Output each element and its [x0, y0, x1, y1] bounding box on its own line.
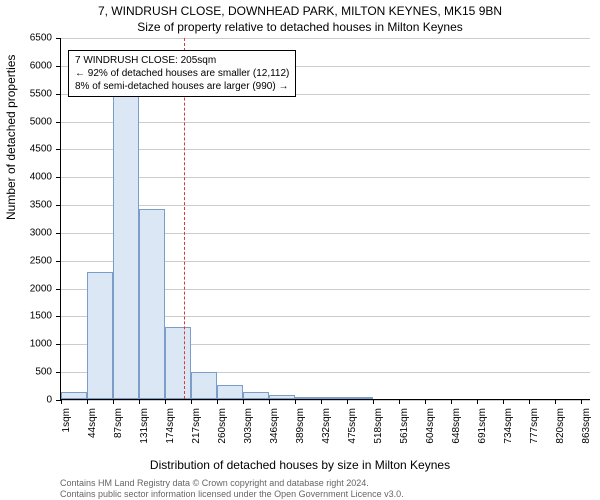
y-tick	[56, 205, 61, 206]
histogram-bar	[295, 397, 321, 399]
histogram-bar	[347, 397, 373, 399]
x-tick	[477, 399, 478, 404]
x-tick	[555, 399, 556, 404]
x-tick	[191, 399, 192, 404]
x-tick	[399, 399, 400, 404]
histogram-bar	[269, 395, 295, 399]
y-tick	[56, 38, 61, 39]
y-tick-label: 0	[2, 395, 52, 406]
y-tick	[56, 94, 61, 95]
y-tick	[56, 122, 61, 123]
x-tick	[165, 399, 166, 404]
x-tick	[581, 399, 582, 404]
x-tick	[217, 399, 218, 404]
gridline	[61, 122, 590, 123]
y-tick	[56, 149, 61, 150]
annotation-line3: 8% of semi-detached houses are larger (9…	[75, 80, 289, 93]
y-tick-label: 1000	[2, 339, 52, 350]
y-tick-label: 500	[2, 367, 52, 378]
y-tick-label: 2500	[2, 255, 52, 266]
x-tick	[269, 399, 270, 404]
x-tick	[87, 399, 88, 404]
x-tick	[373, 399, 374, 404]
annotation-box: 7 WINDRUSH CLOSE: 205sqm ← 92% of detach…	[68, 50, 296, 97]
x-tick	[113, 399, 114, 404]
chart-title-line2: Size of property relative to detached ho…	[0, 20, 600, 34]
footer-line2: Contains public sector information licen…	[60, 489, 404, 499]
x-tick	[425, 399, 426, 404]
histogram-bar	[243, 392, 269, 399]
y-tick	[56, 316, 61, 317]
annotation-line2: ← 92% of detached houses are smaller (12…	[75, 67, 289, 80]
annotation-line1: 7 WINDRUSH CLOSE: 205sqm	[75, 54, 289, 67]
histogram-bar	[217, 385, 243, 399]
chart-title-line1: 7, WINDRUSH CLOSE, DOWNHEAD PARK, MILTON…	[0, 4, 600, 18]
x-tick	[321, 399, 322, 404]
x-tick	[347, 399, 348, 404]
y-tick	[56, 66, 61, 67]
y-tick	[56, 261, 61, 262]
gridline	[61, 149, 590, 150]
x-axis-title: Distribution of detached houses by size …	[0, 458, 600, 472]
x-tick	[243, 399, 244, 404]
y-tick	[56, 372, 61, 373]
gridline	[61, 177, 590, 178]
y-tick	[56, 233, 61, 234]
x-tick	[529, 399, 530, 404]
x-tick	[451, 399, 452, 404]
x-tick	[61, 399, 62, 404]
y-axis-title: Number of detached properties	[4, 55, 18, 220]
y-tick-label: 2000	[2, 283, 52, 294]
y-tick-label: 3000	[2, 227, 52, 238]
histogram-bar	[165, 327, 191, 399]
histogram-bar	[191, 372, 217, 399]
y-tick	[56, 289, 61, 290]
histogram-bar	[139, 209, 165, 399]
y-tick	[56, 344, 61, 345]
histogram-bar	[61, 392, 87, 399]
histogram-bar	[87, 272, 113, 399]
y-tick-label: 6500	[2, 33, 52, 44]
x-tick	[503, 399, 504, 404]
x-tick	[139, 399, 140, 404]
histogram-bar	[321, 397, 347, 399]
footer-line1: Contains HM Land Registry data © Crown c…	[60, 478, 369, 488]
x-tick	[295, 399, 296, 404]
gridline	[61, 205, 590, 206]
y-tick	[56, 177, 61, 178]
gridline	[61, 38, 590, 39]
histogram-bar	[113, 90, 140, 399]
y-tick-label: 1500	[2, 311, 52, 322]
